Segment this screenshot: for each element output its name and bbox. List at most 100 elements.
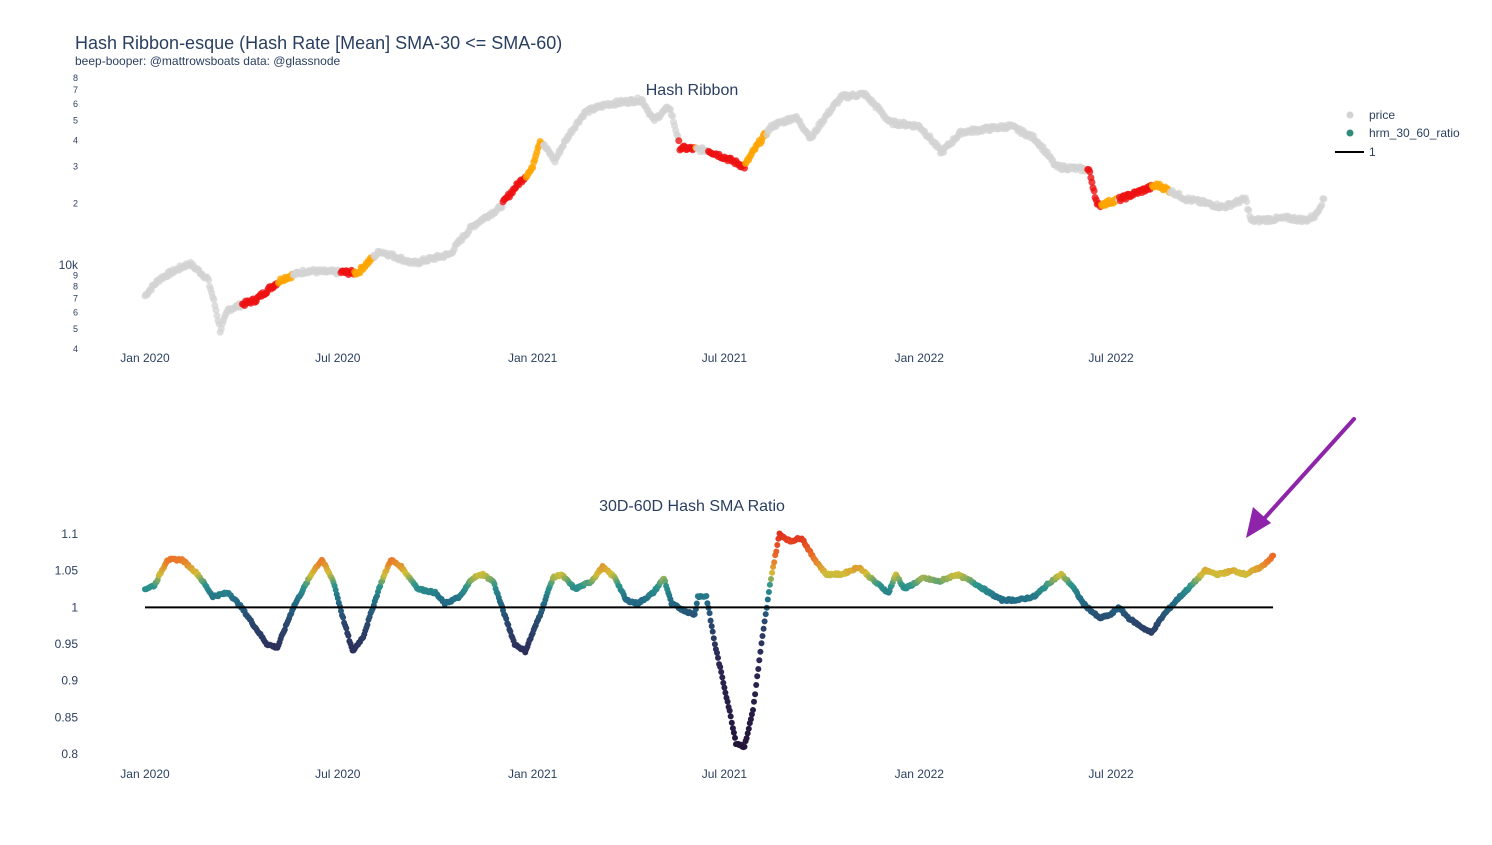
price-point (1245, 206, 1253, 214)
ratio-point (707, 617, 714, 624)
ratio-point (761, 618, 768, 625)
top-y-tick-label: 4 (73, 136, 78, 146)
price-point (675, 137, 683, 145)
price-point (210, 296, 218, 303)
ratio-point (717, 664, 724, 670)
ratio-point (710, 635, 717, 642)
legend-item-baseline[interactable]: 1 (1335, 145, 1376, 159)
top-x-tick-label: Jul 2020 (315, 351, 361, 365)
ratio-point (741, 743, 748, 750)
top-y-tick-label: 7 (73, 293, 78, 303)
ratio-point (727, 713, 734, 720)
top-y-tick-label: 10k (59, 258, 79, 272)
ratio-point (709, 628, 716, 635)
top-y-tick-label: 9 (73, 271, 78, 281)
ratio-point (764, 596, 771, 603)
bottom-x-tick-label: Jan 2021 (508, 767, 558, 781)
legend-label-ratio: hrm_30_60_ratio (1369, 126, 1460, 140)
top-x-tick-label: Jul 2021 (702, 351, 748, 365)
ratio-point (745, 725, 752, 732)
top-y-tick-label: 3 (73, 162, 78, 172)
top-x-axis: Jan 2020 Jul 2020 Jan 2021 Jul 2021 Jan 2022… (120, 351, 1134, 365)
ratio-point (334, 595, 341, 602)
ratio-point (766, 581, 773, 588)
ratio-point (704, 600, 711, 607)
ratio-point (762, 611, 769, 618)
bottom-y-tick-label: 0.85 (55, 710, 79, 724)
bottom-y-tick-label: 1 (71, 600, 78, 614)
bottom-x-tick-label: Jul 2021 (702, 767, 748, 781)
bottom-y-tick-label: 1.05 (55, 564, 79, 578)
ratio-point (753, 682, 760, 688)
price-point (1318, 201, 1326, 209)
ratio-point (752, 691, 759, 698)
ratio-point (769, 569, 776, 576)
ratio-point (340, 614, 347, 621)
ratio-point (715, 654, 721, 661)
price-point (1243, 198, 1251, 206)
legend[interactable]: price hrm_30_60_ratio 1 (1335, 108, 1460, 159)
top-x-tick-label: Jan 2020 (120, 351, 170, 365)
legend-marker-ratio (1346, 129, 1354, 137)
ratio-point (343, 625, 350, 632)
price-scatter (141, 89, 1328, 336)
ratio-point (662, 578, 669, 585)
ratio-point (719, 674, 726, 681)
price-point (498, 203, 506, 211)
top-x-tick-label: Jan 2021 (508, 351, 558, 365)
ratio-point (345, 632, 352, 639)
ratio-point (754, 673, 761, 680)
ratio-point (505, 622, 512, 628)
ratio-point (703, 593, 710, 599)
ratio-point (718, 669, 725, 675)
arrow-shaft (1260, 417, 1356, 523)
top-y-tick-label: 5 (73, 116, 78, 126)
legend-label-price: price (1369, 108, 1395, 122)
ratio-point (756, 657, 763, 664)
ratio-point (744, 730, 751, 737)
top-y-tick-label: 8 (73, 281, 78, 291)
top-y-tick-label: 6 (73, 99, 78, 109)
ratio-point (1270, 552, 1277, 559)
ratio-point (758, 640, 765, 647)
ratio-point (714, 649, 720, 656)
bottom-x-tick-label: Jan 2020 (120, 767, 170, 781)
legend-marker-price (1346, 111, 1354, 119)
price-point (1320, 195, 1328, 203)
top-y-tick-label: 7 (73, 85, 78, 95)
ratio-point (751, 698, 757, 705)
top-y-tick-label: 5 (73, 324, 78, 334)
bottom-y-tick-label: 0.9 (61, 674, 78, 688)
top-y-tick-label: 2 (73, 198, 78, 208)
legend-item-ratio[interactable]: hrm_30_60_ratio (1346, 126, 1461, 140)
bottom-y-tick-label: 0.95 (55, 637, 79, 651)
ratio-point (364, 621, 371, 628)
ratio-point (760, 625, 767, 632)
ratio-point (720, 679, 727, 686)
ratio-point (708, 623, 715, 630)
bottom-y-axis: 0.8 0.85 0.9 0.95 1 1.05 1.1 (55, 527, 79, 761)
legend-item-price[interactable]: price (1346, 108, 1396, 122)
ratio-point (773, 548, 780, 555)
price-point (1086, 168, 1094, 176)
ratio-point (721, 684, 728, 691)
arrow-annotation (1246, 417, 1356, 538)
ratio-point (693, 600, 700, 607)
ratio-point (711, 641, 718, 648)
chart-subtitle: beep-booper: @mattrowsboats data: @glass… (75, 54, 341, 68)
top-y-tick-label: 4 (73, 344, 78, 354)
price-point (205, 276, 213, 284)
ratio-point (732, 734, 738, 741)
bottom-y-tick-label: 0.8 (61, 747, 78, 761)
price-point (1088, 178, 1096, 186)
top-x-tick-label: Jan 2022 (895, 351, 945, 365)
price-point (1090, 187, 1098, 195)
ratio-point (755, 666, 762, 672)
bottom-x-tick-label: Jan 2022 (895, 767, 945, 781)
arrow-head-icon (1246, 507, 1271, 538)
ratio-point (771, 559, 778, 566)
ratio-point (743, 735, 750, 742)
ratio-scatter (142, 530, 1277, 751)
